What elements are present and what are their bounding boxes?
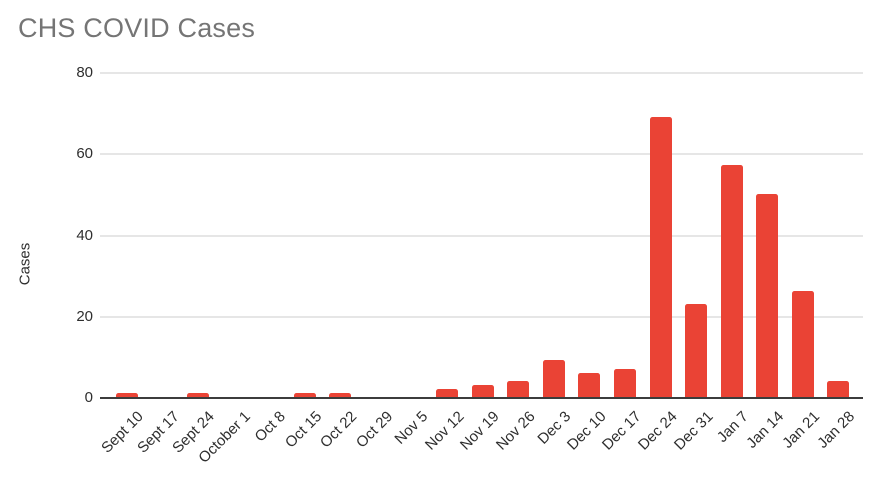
bar-dec-24[interactable]: [649, 117, 672, 397]
bar-jan-21[interactable]: [791, 291, 814, 397]
y-tick-label: 20: [76, 307, 93, 325]
x-tick-label: Jan 14: [743, 408, 788, 452]
bar-sept-24[interactable]: [187, 393, 210, 397]
x-axis-tick-labels: Sept 10 Sept 17 Sept 24 October 1 Oct 8 Oct 1…: [98, 398, 863, 484]
bar-jan-14[interactable]: [756, 194, 779, 397]
chart-title: CHS COVID Cases: [18, 13, 256, 43]
gridline: [100, 153, 863, 156]
gridline: [100, 234, 863, 237]
gridline: [100, 315, 863, 318]
y-axis-tick-labels: 0 20 40 60 80: [0, 0, 93, 484]
x-tick-label: Oct 15: [281, 408, 325, 452]
x-tick-label: Dec 10: [563, 408, 610, 454]
x-tick-label: Dec 24: [634, 408, 681, 454]
bar-nov-26[interactable]: [507, 381, 530, 397]
gridline: [100, 72, 863, 74]
bar-jan-28[interactable]: [827, 381, 850, 397]
bar-dec-3[interactable]: [542, 360, 565, 397]
bar-nov-12[interactable]: [436, 389, 459, 397]
x-tick-label: Oct 22: [317, 408, 361, 452]
x-tick-label: Nov 12: [421, 408, 468, 454]
bar-dec-10[interactable]: [578, 373, 601, 397]
y-tick-label: 40: [76, 226, 93, 244]
plot-area: [100, 72, 863, 399]
bar-nov-19[interactable]: [471, 385, 494, 397]
x-tick-label: Nov 19: [457, 408, 503, 454]
x-tick-label: Dec 31: [670, 408, 717, 454]
x-axis-line: [100, 397, 863, 399]
bar-jan-7[interactable]: [720, 165, 743, 397]
bar-dec-17[interactable]: [613, 369, 636, 397]
bar-dec-31[interactable]: [685, 304, 708, 397]
x-tick-label: Nov 26: [492, 408, 539, 454]
y-tick-label: 0: [84, 389, 93, 406]
x-tick-label: Jan 21: [778, 408, 823, 452]
x-tick-label: Jan 28: [814, 408, 859, 452]
x-tick-label: Oct 29: [352, 408, 397, 452]
x-tick-label: Dec 17: [599, 408, 646, 454]
bar-sept-10[interactable]: [116, 393, 138, 397]
y-tick-label: 60: [76, 145, 93, 163]
y-tick-label: 80: [76, 64, 93, 81]
bar-oct-22[interactable]: [329, 393, 352, 397]
bar-oct-15[interactable]: [293, 393, 316, 397]
